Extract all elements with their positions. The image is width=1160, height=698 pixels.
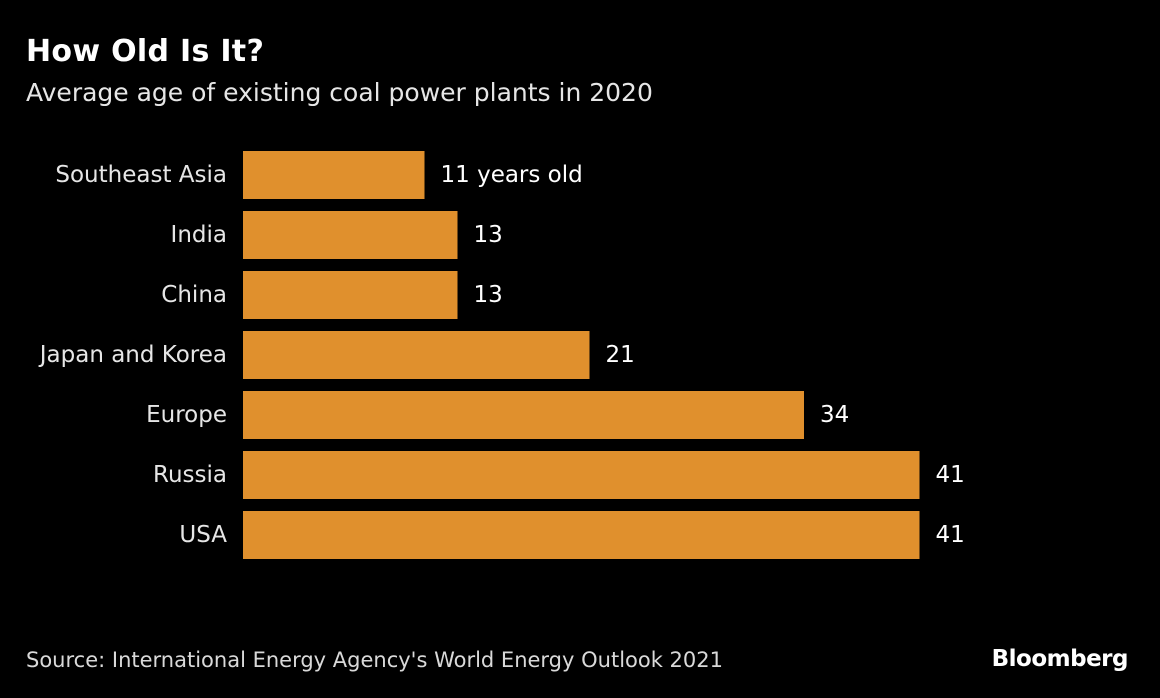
- data-label: 13: [474, 222, 503, 248]
- data-label: 41: [936, 522, 965, 548]
- category-label: Japan and Korea: [38, 342, 227, 368]
- bar: [243, 451, 920, 499]
- bar: [243, 271, 458, 319]
- category-label: Southeast Asia: [55, 162, 227, 188]
- category-label: Europe: [146, 402, 227, 428]
- chart-subtitle: Average age of existing coal power plant…: [26, 78, 653, 107]
- data-label: 11 years old: [441, 162, 583, 188]
- bar: [243, 391, 804, 439]
- category-label: USA: [179, 522, 227, 548]
- category-label: Russia: [153, 462, 227, 488]
- bar: [243, 331, 590, 379]
- data-label: 21: [606, 342, 635, 368]
- category-label: India: [171, 222, 227, 248]
- chart-title: How Old Is It?: [26, 34, 265, 69]
- data-label: 41: [936, 462, 965, 488]
- data-label: 13: [474, 282, 503, 308]
- category-label: China: [161, 282, 227, 308]
- bloomberg-logo: Bloomberg: [991, 646, 1129, 672]
- bar: [243, 151, 425, 199]
- data-label: 34: [820, 402, 849, 428]
- source-note: Source: International Energy Agency's Wo…: [26, 648, 723, 672]
- bar: [243, 511, 920, 559]
- bar: [243, 211, 458, 259]
